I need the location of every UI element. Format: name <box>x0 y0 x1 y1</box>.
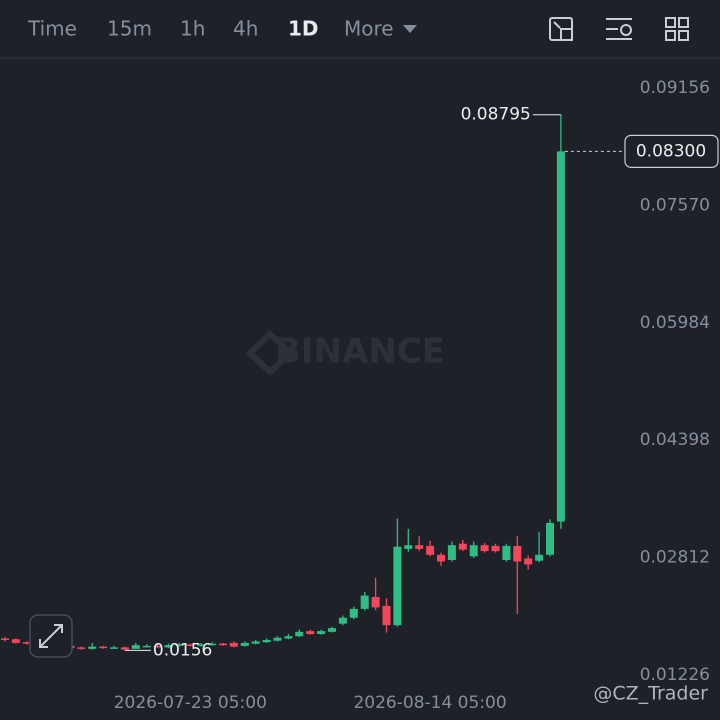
grid-icon[interactable] <box>665 17 689 41</box>
candle-body <box>88 646 97 649</box>
candle-body <box>208 643 217 646</box>
candle-body <box>262 639 271 643</box>
candle-body <box>502 545 511 561</box>
candle-body <box>186 644 195 646</box>
candle-body <box>458 543 467 550</box>
candle-body <box>219 643 227 646</box>
candle-body <box>328 628 336 632</box>
candle-body <box>197 644 206 646</box>
candle-body <box>393 546 402 626</box>
candle-body <box>306 631 315 635</box>
candle-body <box>469 545 478 557</box>
more-caret[interactable] <box>403 25 417 33</box>
expand-button[interactable] <box>29 614 73 658</box>
watermark: BINANCE <box>275 332 445 372</box>
candle-body <box>153 645 162 648</box>
candle-body <box>251 641 260 644</box>
candle-body <box>371 597 380 608</box>
candle-body <box>447 545 456 561</box>
y-tick-label: 0.01226 <box>640 665 710 685</box>
candle-body <box>131 645 140 649</box>
interval-tab[interactable]: 4h <box>233 17 258 41</box>
candle-body <box>273 637 282 641</box>
watermark-logo <box>245 329 295 377</box>
candle-body <box>120 647 129 650</box>
interval-tab[interactable]: 1h <box>180 17 205 41</box>
candle-body <box>240 642 249 646</box>
y-tick-label: 0.07570 <box>640 195 710 215</box>
candle-body <box>382 605 391 626</box>
candle-body <box>99 646 108 649</box>
candle-body <box>142 645 151 648</box>
candle-body <box>426 545 435 555</box>
y-tick-label: 0.09156 <box>640 78 710 98</box>
layout-icon[interactable] <box>549 17 573 41</box>
candle-body <box>11 639 20 643</box>
candle-body <box>349 608 358 618</box>
y-tick-label: 0.04398 <box>640 430 710 450</box>
high-label: 0.08795 <box>461 105 531 125</box>
candle-body <box>546 522 554 555</box>
x-tick-label: 2026-08-14 05:00 <box>353 693 506 713</box>
candle-body <box>535 554 544 561</box>
candle-body <box>437 554 445 562</box>
candle-body <box>164 645 173 648</box>
candle-body <box>524 558 533 565</box>
candle-body <box>556 151 565 522</box>
y-tick-label: 0.05984 <box>640 313 710 333</box>
candle-body <box>284 636 293 639</box>
candle-body <box>22 642 31 644</box>
candle-body <box>338 617 347 624</box>
candle-body <box>317 631 326 635</box>
last-price-box <box>624 134 719 168</box>
plot-area: 0.09156 0.07570 0.05984 0.04398 0.02812 0.012… <box>1 78 719 713</box>
interval-tab[interactable]: 1D <box>288 17 319 41</box>
indicator-icon[interactable] <box>606 18 632 40</box>
candle-body <box>110 647 118 649</box>
interval-tabs: Time 15m 1h 4h 1D More <box>27 17 394 41</box>
candle-body <box>295 631 304 637</box>
candle-body <box>513 545 522 562</box>
user-watermark: @CZ_Trader <box>593 683 708 705</box>
interval-tab[interactable]: Time <box>27 17 77 41</box>
y-tick-label: 0.02812 <box>640 548 710 568</box>
last-price-label: 0.08300 <box>636 141 706 161</box>
interval-tab[interactable]: 15m <box>107 17 152 41</box>
expand-arrows[interactable] <box>39 624 63 648</box>
candle-body <box>360 595 369 609</box>
candle-body <box>1 638 9 640</box>
interval-tab[interactable]: More <box>344 17 394 41</box>
candle-body <box>415 545 424 549</box>
candle-body <box>77 647 86 649</box>
candle-body <box>404 545 413 549</box>
candle-body <box>175 644 184 646</box>
candle-body <box>491 545 500 552</box>
low-label: 0.0156 <box>153 640 212 660</box>
x-tick-label: 2026-07-23 05:00 <box>114 693 267 713</box>
candle-body <box>229 642 238 647</box>
toolbar-icons <box>549 17 689 41</box>
candle-body <box>480 545 489 552</box>
